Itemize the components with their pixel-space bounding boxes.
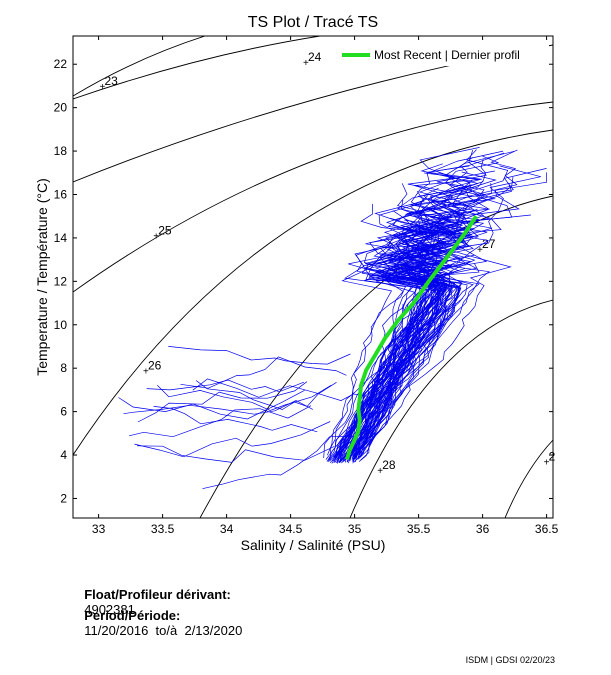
contour-label: 24: [308, 50, 322, 64]
y-tick-label: 10: [54, 318, 68, 332]
isopycnal-line: [73, 101, 553, 293]
x-tick-label: 36: [476, 522, 490, 536]
y-axis-label: Temperature / Température (°C): [34, 178, 50, 376]
profile-line: [328, 157, 486, 461]
footer-credit: ISDM | GDSI 02/20/23: [465, 655, 555, 665]
profile-line: [195, 380, 337, 410]
isopycnal-line: [199, 195, 553, 518]
contour-label: 2: [549, 450, 556, 464]
contour-plus: +: [143, 366, 149, 377]
profile-line: [326, 253, 413, 462]
profile-line: [348, 224, 460, 458]
isopycnal-line: [73, 36, 206, 97]
profile-line: [123, 400, 313, 415]
isopycnal-line: [349, 299, 553, 518]
x-tick-label: 34: [220, 522, 234, 536]
profile-line: [352, 237, 462, 458]
y-tick-label: 8: [60, 361, 67, 375]
profile-line: [352, 198, 496, 461]
float-info: Float/Profileur dérivant: 4902381: [77, 572, 231, 617]
legend-label: Most Recent | Dernier profil: [374, 48, 520, 62]
profile-line: [134, 421, 331, 458]
density-contours: +23+ 24+ 25+ 26+ 27+ 28 +2: [73, 36, 556, 518]
profile-line: [180, 356, 347, 389]
y-tick-label: 12: [54, 274, 68, 288]
profile-line: [335, 176, 514, 459]
x-tick-label: 34.5: [279, 522, 303, 536]
profile-line: [168, 346, 351, 365]
contour-plus: +: [99, 82, 105, 93]
profile-line: [136, 445, 335, 463]
x-tick-label: 35.5: [407, 522, 431, 536]
legend-box: [335, 44, 549, 66]
y-tick-label: 6: [60, 405, 67, 419]
isopycnal-line: [73, 36, 321, 100]
y-tick-label: 14: [54, 231, 68, 245]
profile-line: [192, 378, 368, 401]
profile-line: [118, 389, 305, 420]
profile-line: [359, 217, 512, 458]
profile-line: [356, 180, 490, 456]
profile-line: [338, 304, 405, 464]
profile-line: [352, 256, 478, 460]
period-value: 11/20/2016 to/à 2/13/2020: [84, 623, 243, 638]
profile-line: [129, 405, 312, 438]
y-tick-label: 16: [54, 187, 68, 201]
contour-plus: +: [153, 232, 159, 243]
profile-line: [360, 187, 459, 457]
x-tick-label: 36.5: [535, 522, 559, 536]
chart-title: TS Plot / Tracé TS: [248, 14, 378, 31]
ts-plot: TS Plot / Tracé TS +23+ 24+ 25+ 26+ 27+ 28 +2 …: [34, 14, 559, 553]
plot-frame: [72, 35, 554, 519]
axis-ticks: 33 33.5 34 34.5 35 35.5 36 36.52468101214161820…: [54, 36, 559, 536]
period-label: Period/Période:: [84, 608, 181, 623]
contour-plus: +: [303, 58, 309, 69]
legend: Most Recent | Dernier profil: [335, 44, 549, 66]
most-recent-profile: [344, 215, 478, 460]
x-tick-label: 33.5: [151, 522, 175, 536]
float-label: Float/Profileur dérivant:: [84, 587, 231, 602]
contour-plus: +: [377, 466, 383, 477]
profile-line: [354, 297, 464, 460]
x-tick-label: 35: [348, 522, 362, 536]
x-axis-label: Salinity / Salinité (PSU): [241, 537, 386, 553]
float-id: 4902381: [84, 602, 135, 617]
y-tick-label: 18: [54, 144, 68, 158]
contour-label: 26: [148, 358, 162, 372]
profile-line: [355, 190, 480, 457]
contour-label: 28: [382, 458, 396, 472]
profile-line: [157, 384, 332, 411]
profile-line: [146, 379, 305, 393]
y-tick-label: 2: [60, 491, 67, 505]
profile-line: [353, 183, 492, 463]
period-info: Period/Période: 11/20/2016 to/à 2/13/202…: [77, 593, 242, 638]
isopycnal-line: [504, 439, 553, 518]
profile-line: [357, 291, 447, 460]
contour-plus: +: [477, 245, 483, 256]
isopycnal-line: [73, 129, 553, 456]
x-tick-label: 33: [92, 522, 106, 536]
y-tick-label: 22: [54, 57, 68, 71]
y-tick-label: 4: [60, 448, 67, 462]
contour-plus: +: [544, 458, 550, 469]
profile-line: [202, 435, 360, 490]
profile-line: [137, 381, 308, 423]
y-tick-label: 20: [54, 101, 68, 115]
contour-label: 25: [158, 224, 172, 238]
profile-line: [358, 254, 475, 462]
contour-label: 23: [104, 74, 118, 88]
profile-line: [346, 205, 443, 463]
profile-line: [153, 406, 318, 433]
profile-line: [346, 172, 481, 458]
